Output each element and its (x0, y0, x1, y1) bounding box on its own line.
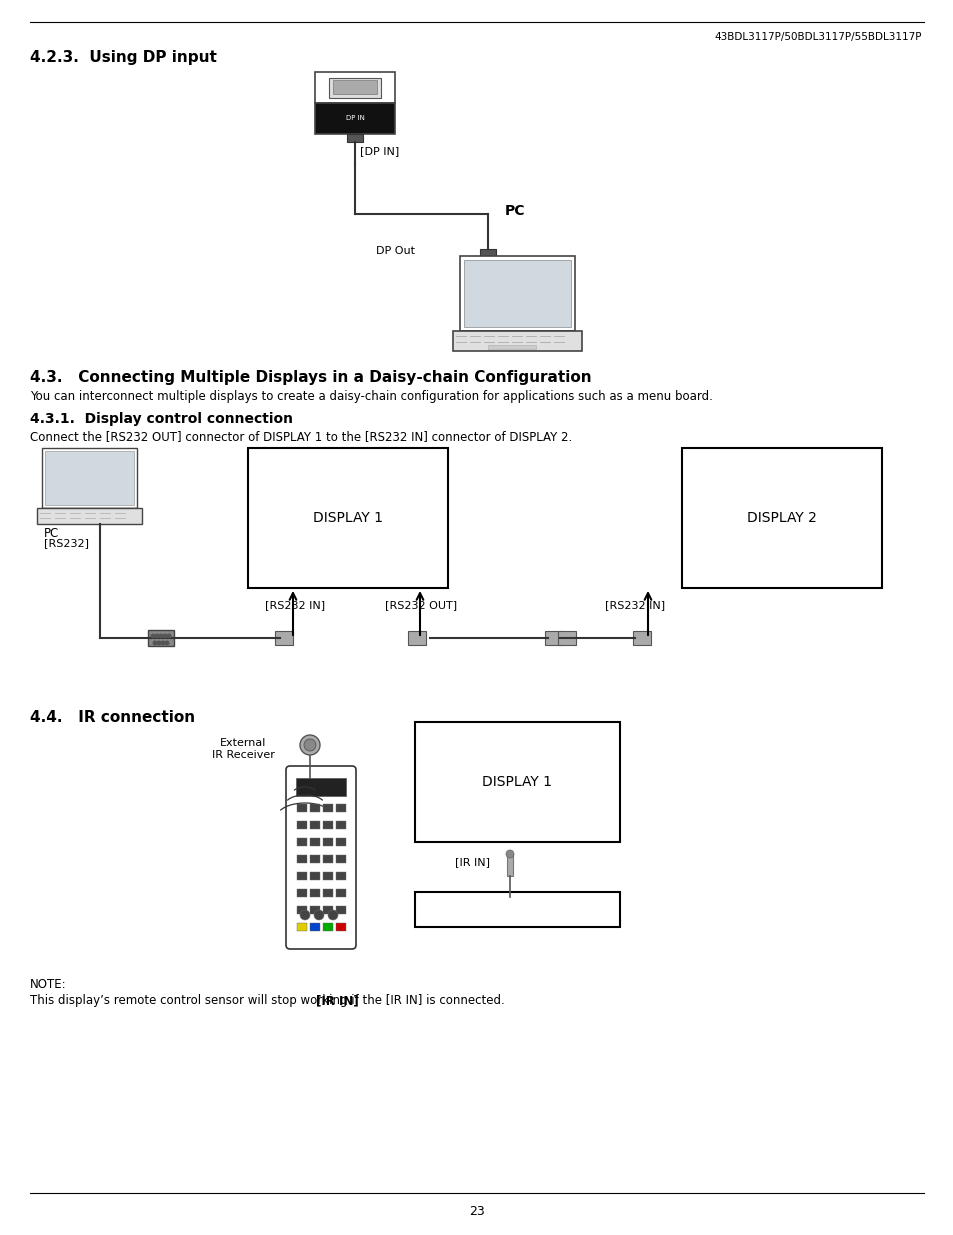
Bar (248, 448, 448, 588)
Bar (323, 923, 333, 931)
Bar (296, 889, 307, 897)
Bar (453, 331, 581, 351)
Bar (323, 906, 333, 914)
Bar (463, 261, 571, 327)
Bar (544, 631, 562, 645)
Bar (42, 448, 137, 508)
Circle shape (328, 910, 337, 920)
Bar (310, 923, 319, 931)
Bar (148, 630, 173, 646)
Bar (45, 451, 133, 505)
FancyBboxPatch shape (286, 766, 355, 948)
Circle shape (299, 735, 319, 755)
Bar (633, 631, 650, 645)
Text: [RS232 IN]: [RS232 IN] (265, 600, 325, 610)
Text: 4.4.   IR connection: 4.4. IR connection (30, 710, 195, 725)
Circle shape (161, 641, 165, 645)
Bar (310, 872, 319, 881)
Text: IR Receiver: IR Receiver (212, 750, 274, 760)
Text: [IR IN]: [IR IN] (316, 994, 359, 1007)
Text: This display’s remote control sensor will stop working if the [IR IN] is connect: This display’s remote control sensor wil… (30, 994, 504, 1007)
Bar (310, 821, 319, 829)
Bar (558, 631, 576, 645)
Bar (296, 855, 307, 863)
Bar (323, 839, 333, 846)
Text: 4.3.1.  Display control connection: 4.3.1. Display control connection (30, 412, 293, 426)
Bar (415, 722, 619, 842)
Bar (323, 889, 333, 897)
Text: [DP IN]: [DP IN] (359, 146, 399, 156)
Circle shape (299, 910, 310, 920)
Bar (488, 345, 536, 350)
Bar (335, 821, 346, 829)
Text: 4.3.   Connecting Multiple Displays in a Daisy-chain Configuration: 4.3. Connecting Multiple Displays in a D… (30, 370, 591, 385)
Bar (323, 855, 333, 863)
Text: [RS232 IN]: [RS232 IN] (604, 600, 664, 610)
Bar (296, 839, 307, 846)
Bar (296, 923, 307, 931)
Text: DISPLAY 2: DISPLAY 2 (746, 511, 816, 525)
Text: External: External (219, 739, 266, 748)
Text: [RS232 OUT]: [RS232 OUT] (385, 600, 456, 610)
Bar (347, 135, 363, 142)
Circle shape (163, 635, 167, 637)
Circle shape (151, 635, 154, 637)
Text: DISPLAY 1: DISPLAY 1 (313, 511, 382, 525)
Bar (296, 872, 307, 881)
Bar (310, 804, 319, 811)
Bar (310, 855, 319, 863)
Circle shape (165, 641, 169, 645)
Bar (506, 853, 513, 876)
Circle shape (505, 850, 514, 858)
Circle shape (314, 910, 324, 920)
Bar (333, 80, 376, 94)
Circle shape (155, 635, 158, 637)
Bar (329, 78, 380, 98)
Text: PC: PC (44, 527, 59, 540)
Bar (310, 906, 319, 914)
Text: Connect the [RS232 OUT] connector of DISPLAY 1 to the [RS232 IN] connector of DI: Connect the [RS232 OUT] connector of DIS… (30, 430, 572, 443)
Bar (296, 821, 307, 829)
Bar (408, 631, 426, 645)
Circle shape (153, 641, 156, 645)
Bar (323, 821, 333, 829)
Text: DP IN: DP IN (345, 116, 364, 121)
Bar (335, 872, 346, 881)
Text: 23: 23 (469, 1205, 484, 1218)
Bar (310, 889, 319, 897)
Bar (274, 631, 293, 645)
Text: You can interconnect multiple displays to create a daisy-chain configuration for: You can interconnect multiple displays t… (30, 390, 712, 403)
Circle shape (167, 635, 171, 637)
Bar (37, 508, 142, 524)
Bar (323, 804, 333, 811)
Bar (314, 103, 395, 135)
Bar (459, 256, 575, 331)
Bar (335, 839, 346, 846)
Text: DISPLAY 1: DISPLAY 1 (481, 776, 552, 789)
Circle shape (157, 641, 161, 645)
Text: [RS232]: [RS232] (44, 538, 89, 548)
Bar (296, 906, 307, 914)
Bar (479, 249, 496, 257)
Bar (335, 804, 346, 811)
Bar (415, 892, 619, 927)
Bar (314, 72, 395, 103)
Text: NOTE:: NOTE: (30, 978, 67, 990)
Text: 43BDL3117P/50BDL3117P/55BDL3117P: 43BDL3117P/50BDL3117P/55BDL3117P (714, 32, 921, 42)
Bar (296, 804, 307, 811)
Circle shape (159, 635, 163, 637)
Bar (681, 448, 882, 588)
Bar (310, 839, 319, 846)
Bar (323, 872, 333, 881)
Bar (295, 778, 346, 797)
Circle shape (304, 739, 315, 751)
Text: 4.2.3.  Using DP input: 4.2.3. Using DP input (30, 49, 216, 65)
Bar (335, 889, 346, 897)
Bar (335, 923, 346, 931)
Bar (335, 906, 346, 914)
Bar (335, 855, 346, 863)
Text: DP Out: DP Out (375, 246, 415, 256)
Text: PC: PC (504, 204, 525, 219)
Text: [IR IN]: [IR IN] (455, 857, 490, 867)
